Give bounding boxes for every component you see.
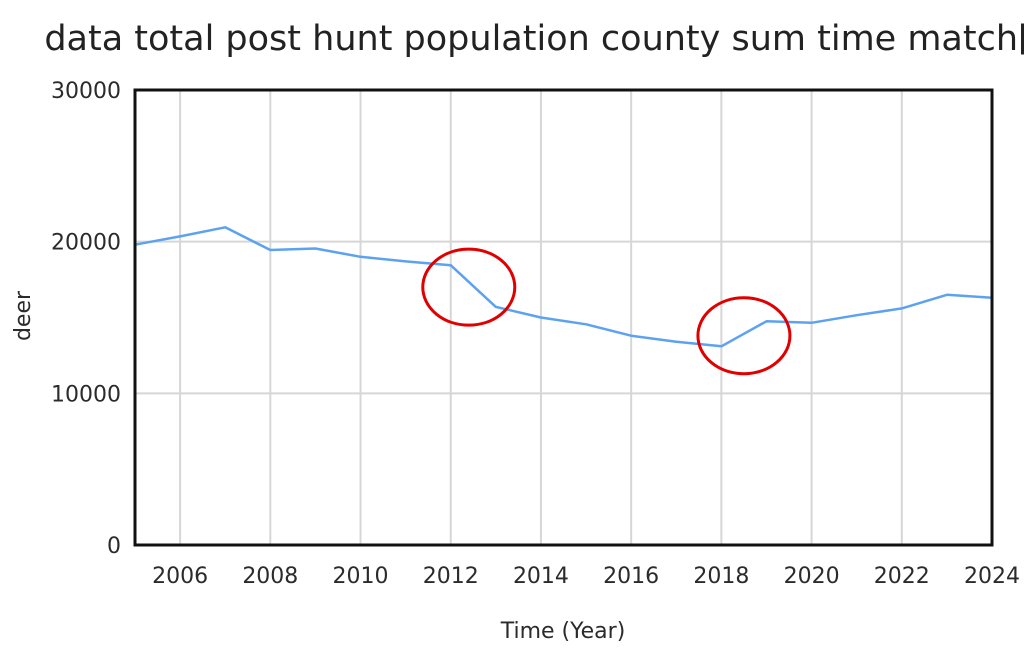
annotation-circle	[421, 247, 517, 327]
x-tick-label: 2010	[333, 564, 389, 589]
x-tick-label: 2016	[603, 564, 659, 589]
x-tick-label: 2018	[693, 564, 749, 589]
y-tick-label: 10000	[51, 382, 121, 407]
gridlines	[135, 89, 993, 546]
x-tick-label: 2008	[242, 564, 298, 589]
x-axis-label: Time (Year)	[500, 619, 626, 644]
series-layer	[134, 226, 993, 348]
chart-title: data total post hunt population county s…	[44, 19, 1024, 59]
x-tick-label: 2024	[964, 564, 1020, 589]
x-tick-label: 2006	[152, 564, 208, 589]
y-tick-label: 30000	[51, 79, 121, 104]
x-axis-ticks: 2006 2008 2010 2012 2014 2016 2018 2020 2022 2024	[152, 564, 1020, 589]
y-axis-label: deer	[11, 290, 36, 341]
y-tick-label: 20000	[51, 231, 121, 256]
annotation-layer	[421, 247, 792, 376]
annotation-circle	[696, 296, 792, 376]
series-line	[134, 226, 993, 348]
y-axis-ticks: 0 10000 20000 30000	[51, 79, 121, 559]
x-tick-label: 2014	[513, 564, 569, 589]
plot-frame	[133, 88, 994, 547]
x-tick-label: 2022	[874, 564, 930, 589]
x-tick-label: 2012	[423, 564, 479, 589]
y-tick-label: 0	[107, 534, 121, 559]
x-tick-label: 2020	[784, 564, 840, 589]
